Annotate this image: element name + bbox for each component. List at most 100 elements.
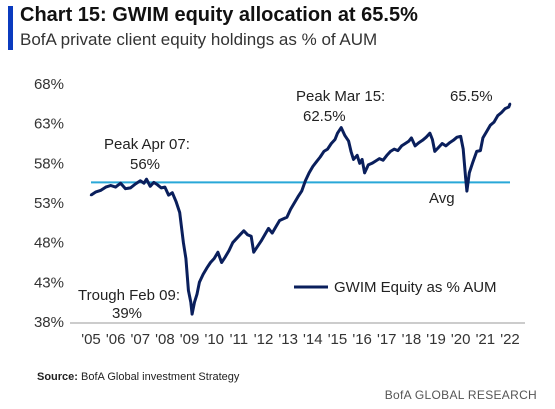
series-point bbox=[246, 233, 249, 236]
series-point bbox=[195, 293, 199, 296]
y-tick-label: 38% bbox=[34, 314, 64, 331]
source-text: BofA Global investment Strategy bbox=[81, 371, 240, 383]
series-point bbox=[104, 185, 108, 189]
series-point bbox=[250, 235, 253, 238]
x-tick-label: '10 bbox=[204, 331, 224, 348]
series-point bbox=[227, 249, 231, 252]
annotation-peak-apr07-label: Peak Apr 07: bbox=[104, 136, 190, 153]
y-tick-label: 43% bbox=[34, 274, 64, 291]
series-point bbox=[94, 190, 98, 194]
series-point bbox=[160, 186, 163, 190]
x-tick-label: '22 bbox=[500, 331, 520, 348]
series-point bbox=[433, 150, 436, 153]
series-point bbox=[167, 193, 170, 197]
series-point bbox=[347, 139, 350, 143]
series-point bbox=[352, 158, 355, 161]
series-point bbox=[389, 150, 392, 153]
x-tick-label: '14 bbox=[303, 331, 323, 348]
series-point bbox=[216, 251, 220, 254]
series-point bbox=[201, 273, 205, 276]
series-point bbox=[330, 142, 333, 145]
series-point bbox=[396, 149, 400, 152]
series-point bbox=[189, 301, 192, 304]
x-tick-label: '08 bbox=[155, 331, 175, 348]
series-point bbox=[235, 237, 238, 240]
x-tick-label: '18 bbox=[402, 331, 422, 348]
series-point bbox=[315, 160, 318, 163]
series-point bbox=[322, 150, 326, 153]
series-point bbox=[489, 124, 492, 127]
series-point bbox=[507, 105, 510, 109]
annotation-latest-value: 65.5% bbox=[450, 88, 493, 105]
series-point bbox=[462, 147, 465, 151]
series-point bbox=[421, 139, 424, 142]
y-tick-label: 58% bbox=[34, 155, 64, 172]
x-tick-label: '07 bbox=[131, 331, 151, 348]
series-point bbox=[205, 266, 208, 270]
series-point bbox=[156, 183, 159, 186]
series-point bbox=[496, 114, 499, 117]
series-point bbox=[464, 176, 467, 179]
series-point bbox=[198, 281, 201, 284]
y-tick-label: 53% bbox=[34, 195, 64, 212]
series-point bbox=[242, 229, 245, 232]
x-tick-label: '06 bbox=[106, 331, 126, 348]
series-point bbox=[381, 159, 385, 162]
chart-title: Chart 15: GWIM equity allocation at 65.5… bbox=[20, 4, 418, 26]
y-tick-label: 48% bbox=[34, 235, 64, 252]
series-point bbox=[278, 219, 281, 222]
x-tick-label: '21 bbox=[476, 331, 496, 348]
series-point bbox=[109, 184, 112, 187]
series-point bbox=[259, 239, 263, 243]
series-point bbox=[224, 255, 227, 259]
series-point bbox=[187, 289, 190, 292]
series-point bbox=[363, 171, 366, 175]
series-point bbox=[304, 179, 307, 182]
x-tick-label: '13 bbox=[278, 331, 298, 348]
series-point bbox=[393, 147, 396, 151]
series-point bbox=[508, 102, 512, 106]
y-tick-label: 68% bbox=[34, 76, 64, 93]
x-ticks: '05 '06 '07'08 '09'10 '11 '12'13 '14 '15'16 '17 '… bbox=[70, 322, 525, 348]
series-point bbox=[413, 144, 417, 148]
y-ticks: 38% 43% 48% 53% 58% 63% 68% bbox=[34, 76, 64, 331]
series-point bbox=[407, 139, 411, 143]
series-point bbox=[465, 189, 469, 193]
series-point bbox=[89, 193, 93, 197]
series-point bbox=[378, 157, 381, 160]
series-point bbox=[289, 208, 292, 211]
series-point bbox=[319, 155, 322, 159]
series-point bbox=[171, 191, 174, 194]
series-point bbox=[500, 111, 503, 114]
series-point bbox=[282, 217, 285, 221]
series-point bbox=[119, 182, 122, 185]
legend: GWIM Equity as % AUM bbox=[294, 279, 497, 296]
x-tick-label: '11 bbox=[230, 331, 248, 348]
series-point bbox=[360, 158, 364, 161]
series-points bbox=[89, 102, 512, 316]
series-point bbox=[252, 251, 255, 254]
series-point bbox=[178, 211, 181, 214]
series-point bbox=[256, 245, 259, 248]
series-point bbox=[326, 147, 329, 151]
series-point bbox=[149, 185, 152, 188]
series-point bbox=[271, 231, 274, 235]
series-point bbox=[370, 162, 374, 165]
series-point bbox=[182, 241, 185, 244]
series-point bbox=[336, 132, 339, 135]
annotation-trough-feb09-label: Trough Feb 09: bbox=[78, 287, 180, 304]
x-tick-label: '15 bbox=[328, 331, 348, 348]
series-point bbox=[492, 120, 496, 124]
series-point bbox=[184, 257, 188, 260]
series-point bbox=[431, 138, 434, 141]
series-point bbox=[343, 134, 347, 137]
series-point bbox=[444, 144, 448, 148]
annotation-peak-mar15-label: Peak Mar 15: bbox=[296, 88, 385, 105]
series-point bbox=[481, 136, 485, 140]
series-point bbox=[468, 171, 471, 175]
series-point bbox=[385, 154, 388, 157]
series-point bbox=[410, 136, 413, 140]
series-point bbox=[213, 257, 216, 260]
series-point bbox=[340, 126, 343, 129]
